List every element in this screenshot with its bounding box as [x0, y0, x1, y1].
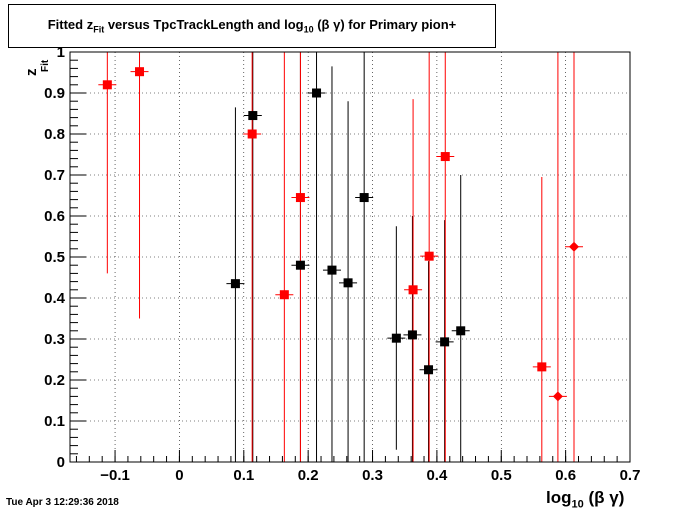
data-point [327, 265, 337, 275]
data-point [456, 326, 466, 336]
y-tick-label: 0.9 [44, 85, 65, 102]
markers [102, 67, 579, 402]
x-tick-label: 0.2 [298, 467, 319, 484]
title-box: Fitted zFit versus TpcTrackLength and lo… [8, 4, 496, 48]
data-point [440, 337, 450, 347]
data-point [295, 260, 305, 270]
title-suffix: (β γ) for Primary pion+ [313, 17, 457, 32]
y-tick-label: 0.5 [44, 249, 65, 266]
data-point-diamond [569, 241, 579, 252]
data-point [279, 290, 289, 300]
x-tick-label: 0.3 [362, 467, 383, 484]
timestamp: Tue Apr 3 12:29:36 2018 [6, 497, 119, 508]
x-axis-label-suffix: (β γ) [583, 488, 625, 507]
y-axis-label: z Fit [20, 48, 51, 108]
y-tick-label: 0.6 [44, 208, 65, 225]
data-point [343, 278, 353, 288]
title-prefix: Fitted z [47, 17, 94, 32]
data-point [247, 129, 257, 139]
data-point [295, 193, 305, 203]
title-subscript: Fit [93, 24, 105, 35]
data-point-diamond [552, 391, 563, 402]
axes [70, 51, 631, 463]
x-tick-label: −0.1 [100, 467, 130, 484]
title-subscript-2: 10 [303, 24, 314, 35]
data-point [248, 111, 258, 121]
x-axis-label-sub: 10 [571, 498, 584, 511]
x-tick-label: 0.7 [620, 467, 641, 484]
data-point [424, 365, 434, 375]
data-point [135, 67, 145, 77]
x-tick-label: 0.4 [426, 467, 448, 484]
y-axis-label-main: z [23, 68, 40, 77]
x-axis-label: log10 (β γ) [546, 488, 624, 510]
data-point [537, 362, 547, 372]
x-tick-label: 0 [175, 467, 183, 484]
y-tick-label: 0.3 [44, 331, 65, 348]
x-tick-label: 0.1 [233, 467, 254, 484]
data-point [424, 251, 434, 261]
grid [70, 51, 631, 463]
data-point [102, 80, 112, 90]
tick-labels: −0.1 0 0.1 0.2 0.3 0.4 0.5 0.6 0.7 0 0.1 0.2 0.3 0.4 0… [44, 44, 640, 484]
x-axis-label-main: log [546, 488, 572, 507]
data-point [230, 279, 240, 289]
title-middle: versus TpcTrackLength and log [104, 17, 304, 32]
chart-title: Fitted zFit versus TpcTrackLength and lo… [9, 17, 495, 35]
y-tick-label: 1 [57, 44, 65, 61]
data-point [440, 152, 450, 162]
data-point [408, 285, 418, 295]
y-tick-label: 0.4 [44, 290, 66, 307]
data-point [391, 333, 401, 343]
y-tick-label: 0.1 [44, 413, 65, 430]
x-tick-label: 0.5 [491, 467, 512, 484]
y-tick-label: 0.8 [44, 126, 65, 143]
y-axis-label-sub: Fit [40, 59, 51, 72]
data-point [407, 330, 417, 340]
y-tick-label: 0.7 [44, 167, 65, 184]
y-tick-label: 0 [57, 454, 65, 471]
data-point [312, 88, 322, 98]
y-tick-label: 0.2 [44, 372, 65, 389]
x-tick-label: 0.6 [555, 467, 576, 484]
data-point [359, 193, 369, 203]
